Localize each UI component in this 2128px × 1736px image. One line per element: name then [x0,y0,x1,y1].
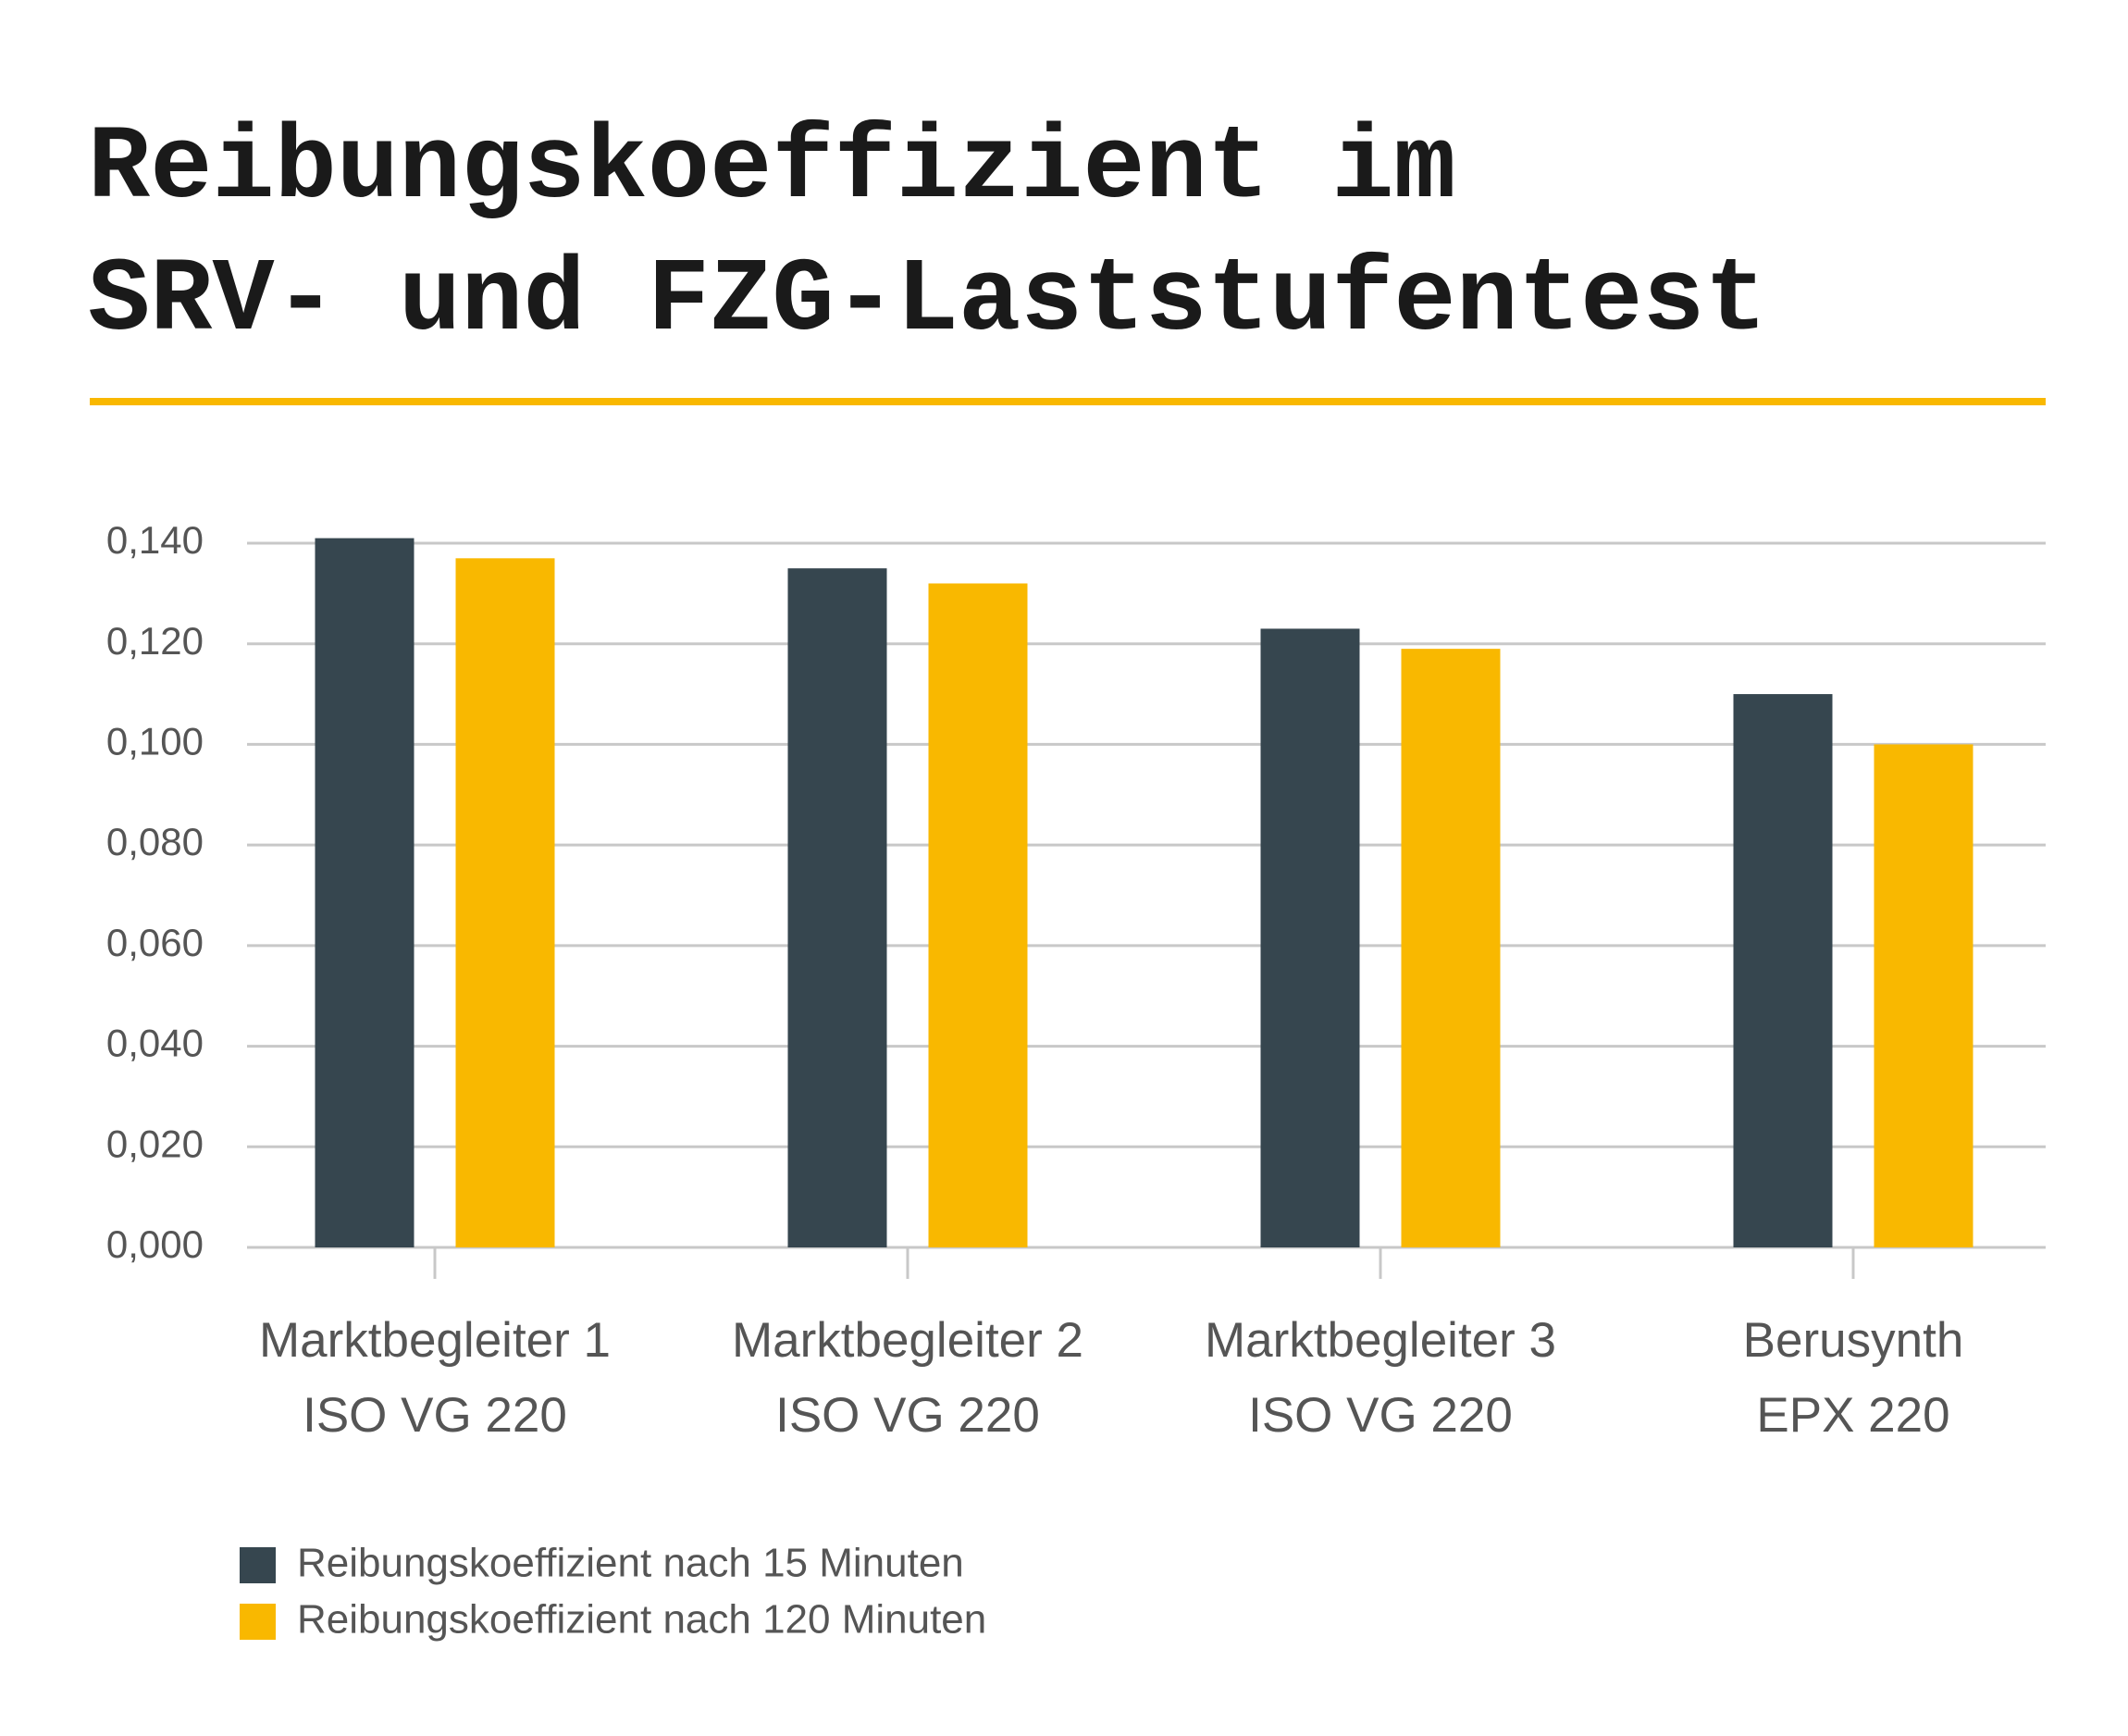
legend-label: Reibungskoeffizient nach 15 Minuten [297,1541,964,1586]
x-tick-label: ISO VG 220 [1248,1388,1513,1443]
bar [1874,744,1973,1247]
y-tick-label: 0,140 [106,518,204,562]
y-tick-label: 0,080 [106,820,204,863]
bar [1260,628,1360,1247]
y-tick-label: 0,100 [106,720,204,763]
y-tick-label: 0,000 [106,1222,204,1266]
bar [455,558,555,1247]
x-tick-label: ISO VG 220 [775,1388,1040,1443]
bar [787,568,887,1247]
bar [1401,649,1501,1247]
y-tick-label: 0,020 [106,1122,204,1165]
x-tick-label: Berusynth [1743,1313,1964,1368]
chart-title: Reibungskoeffizient im [88,110,1456,228]
legend-swatch [240,1547,276,1583]
x-tick-label: ISO VG 220 [303,1388,567,1443]
x-tick-label: Marktbegleiter 1 [259,1313,611,1368]
bar [928,583,1028,1247]
y-tick-label: 0,060 [106,921,204,964]
y-tick-label: 0,040 [106,1022,204,1065]
x-tick-label: Marktbegleiter 3 [1205,1313,1556,1368]
legend-label: Reibungskoeffizient nach 120 Minuten [297,1597,986,1643]
x-tick-label: Marktbegleiter 2 [732,1313,1083,1368]
title-rule [90,398,2046,405]
legend-swatch [240,1604,276,1640]
bar [315,538,414,1247]
chart-title: SRV- und FZG-Laststufentest [88,242,1767,360]
x-tick-label: EPX 220 [1756,1388,1949,1443]
y-tick-label: 0,120 [106,619,204,663]
bar [1733,694,1833,1247]
